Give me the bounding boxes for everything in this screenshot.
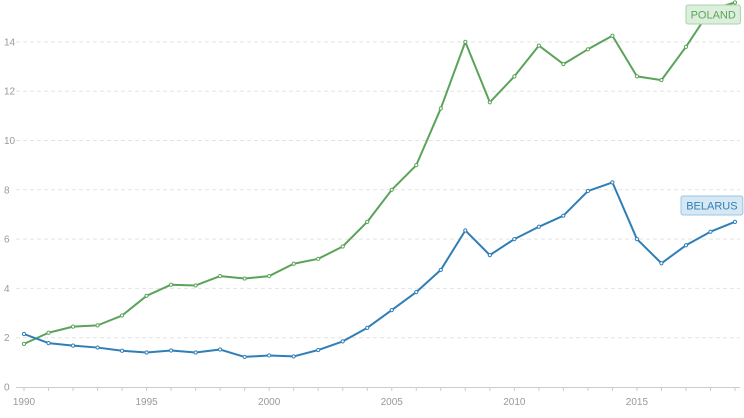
- data-point-poland: [463, 39, 468, 45]
- data-point-belarus: [683, 243, 689, 248]
- data-point-poland: [585, 47, 590, 52]
- series-label-box-poland: [685, 4, 741, 25]
- data-point-poland: [119, 313, 125, 318]
- data-point-belarus: [585, 188, 590, 194]
- data-point-belarus: [242, 354, 247, 360]
- data-point-belarus: [365, 325, 370, 330]
- data-point-belarus: [438, 267, 443, 273]
- x-tick-label: 1995: [135, 397, 158, 408]
- data-point-belarus: [169, 348, 174, 353]
- y-tick-label: 10: [4, 136, 16, 147]
- data-point-poland: [316, 256, 321, 261]
- series-lines: [21, 0, 738, 360]
- data-point-belarus: [610, 180, 615, 185]
- y-tick-label: 2: [4, 333, 10, 344]
- data-point-belarus: [291, 354, 296, 359]
- y-tick-label: 0: [4, 383, 10, 394]
- data-point-poland: [683, 44, 689, 49]
- data-point-poland: [610, 33, 615, 38]
- data-point-poland: [169, 282, 174, 287]
- data-point-belarus: [487, 253, 492, 258]
- data-point-poland: [340, 244, 345, 249]
- data-point-belarus: [218, 347, 223, 352]
- series-label-box-belarus: [680, 195, 744, 216]
- y-tick-label: 14: [4, 37, 16, 48]
- series-label-poland: POLAND: [691, 10, 736, 22]
- data-point-belarus: [144, 350, 149, 355]
- y-axis-tick-labels: 0 2 4 6 8 10 12 14: [4, 37, 16, 393]
- data-point-belarus: [21, 331, 27, 337]
- data-point-belarus: [95, 345, 100, 350]
- data-point-poland: [414, 163, 419, 168]
- data-point-belarus: [536, 224, 541, 229]
- data-point-belarus: [463, 228, 468, 233]
- data-point-poland: [46, 330, 51, 335]
- data-point-poland: [193, 283, 198, 288]
- series-line-poland: [23, 1, 736, 345]
- data-point-poland: [218, 273, 223, 279]
- data-point-poland: [267, 273, 272, 279]
- data-point-poland: [487, 100, 492, 105]
- data-point-poland: [365, 219, 370, 224]
- data-point-belarus: [708, 229, 713, 234]
- data-point-belarus: [659, 261, 664, 266]
- data-point-poland: [536, 43, 541, 48]
- data-point-poland: [144, 293, 149, 298]
- series-labels: POLAND BELARUS: [680, 4, 744, 216]
- x-axis: [16, 387, 740, 391]
- data-point-poland: [659, 78, 664, 83]
- data-point-belarus: [512, 237, 517, 242]
- x-tick-label: 2005: [381, 397, 404, 408]
- data-point-poland: [634, 74, 640, 79]
- data-point-belarus: [193, 350, 198, 355]
- data-point-belarus: [414, 289, 419, 295]
- data-point-poland: [21, 341, 27, 346]
- x-tick-label: 2015: [626, 397, 649, 408]
- data-point-poland: [438, 106, 443, 111]
- data-point-belarus: [634, 237, 640, 242]
- x-axis-tick-labels: 1990 1995 2000 2005 2010 2015: [13, 397, 649, 408]
- data-point-poland: [512, 74, 517, 79]
- series-label-belarus: BELARUS: [686, 201, 737, 213]
- data-point-belarus: [267, 353, 272, 358]
- data-point-belarus: [70, 343, 76, 348]
- data-point-poland: [291, 261, 296, 266]
- y-tick-label: 12: [4, 87, 16, 98]
- x-tick-label: 2000: [258, 397, 281, 408]
- data-point-poland: [95, 323, 100, 328]
- data-point-belarus: [732, 219, 738, 224]
- gridlines: [16, 41, 740, 339]
- data-point-poland: [70, 324, 76, 329]
- series-line-belarus: [23, 181, 736, 358]
- data-point-poland: [561, 61, 566, 67]
- y-tick-label: 8: [4, 185, 10, 196]
- data-point-belarus: [46, 341, 51, 346]
- data-point-belarus: [316, 347, 321, 353]
- x-tick-label: 2010: [503, 397, 526, 408]
- y-tick-label: 6: [4, 235, 10, 246]
- data-point-belarus: [119, 348, 125, 353]
- data-point-belarus: [389, 307, 394, 313]
- data-point-poland: [389, 187, 394, 192]
- y-tick-label: 4: [4, 284, 10, 295]
- data-point-belarus: [561, 213, 566, 218]
- x-tick-label: 1990: [13, 397, 36, 408]
- data-point-poland: [242, 276, 247, 281]
- data-point-poland: [732, 0, 738, 5]
- data-point-belarus: [340, 339, 345, 344]
